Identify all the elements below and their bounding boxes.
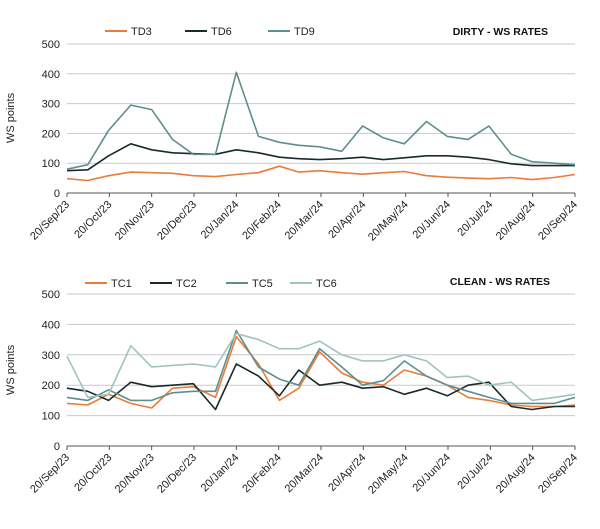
clean-chart-title: CLEAN - WS RATES: [450, 276, 550, 288]
clean-y-tick-label: 400: [42, 319, 60, 331]
clean-series-line-tc6: [66, 332, 576, 402]
clean-legend-label-tc2: TC2: [176, 278, 197, 290]
clean-series-line-tc1: [66, 335, 576, 409]
dirty-y-tick-label: 200: [42, 128, 60, 140]
clean-y-axis-label: WS points: [5, 344, 17, 395]
dirty-chart-title: DIRTY - WS RATES: [453, 26, 548, 38]
dirty-series-line-td9: [66, 71, 576, 170]
dirty-legend-label-td3: TD3: [131, 26, 152, 38]
clean-legend-label-tc1: TC1: [111, 278, 132, 290]
dirty-series-line-td3: [66, 165, 576, 182]
dirty-y-tick-label: 300: [42, 99, 60, 111]
dirty-legend-label-td9: TD9: [294, 26, 315, 38]
clean-legend-label-tc6: TC6: [316, 278, 337, 290]
dirty-y-tick-label: 500: [42, 39, 60, 51]
clean-y-tick-label: 0: [54, 441, 60, 453]
clean-y-tick-label: 200: [42, 380, 60, 392]
clean-y-tick-label: 300: [42, 350, 60, 362]
dirty-series-line-td6: [66, 143, 575, 172]
dirty-y-tick-label: 0: [54, 188, 60, 200]
clean-legend-label-tc5: TC5: [252, 278, 273, 290]
dirty-y-tick-label: 400: [42, 69, 60, 81]
dirty-y-axis-label: WS points: [5, 92, 17, 143]
dirty-legend-label-td6: TD6: [211, 26, 232, 38]
clean-series-line-tc5: [66, 329, 576, 405]
clean-series-line-tc2: [66, 363, 575, 411]
dirty-y-tick-label: 100: [42, 158, 60, 170]
clean-y-tick-label: 500: [42, 289, 60, 301]
clean-y-tick-label: 100: [42, 411, 60, 423]
